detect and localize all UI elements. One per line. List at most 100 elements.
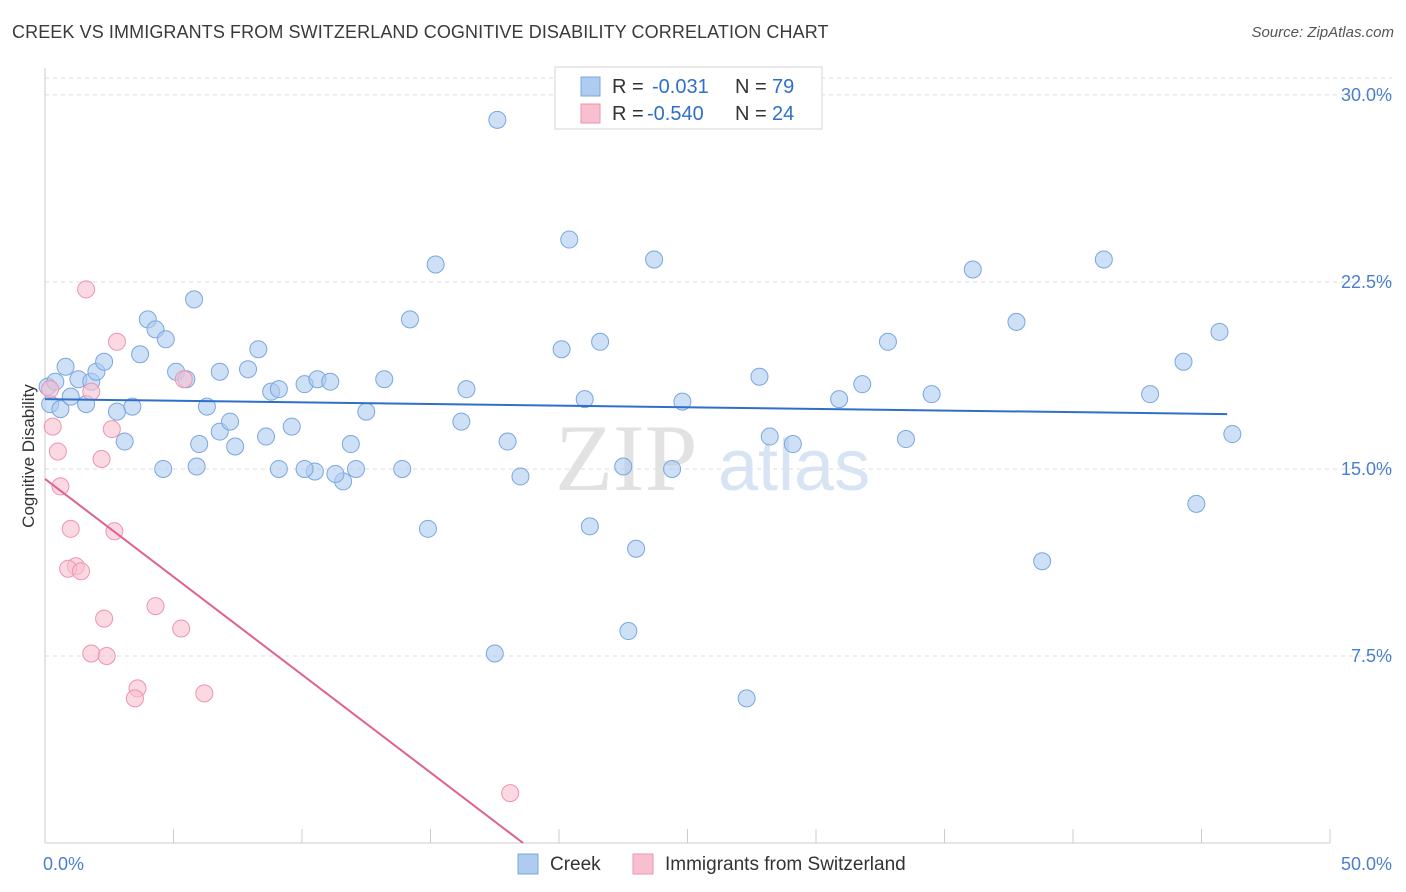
swiss-point: [82, 644, 101, 663]
creek-point: [197, 397, 216, 416]
creek-point: [1187, 494, 1206, 513]
creek-point: [321, 372, 340, 391]
swiss-point: [102, 420, 121, 439]
y-axis-label: Cognitive Disability: [19, 384, 38, 528]
swiss-point: [71, 562, 90, 581]
creek-point: [341, 435, 360, 454]
swiss-points: [41, 280, 520, 803]
creek-point: [210, 362, 229, 381]
creek-point: [61, 387, 80, 406]
creek-point: [853, 375, 872, 394]
creek-point: [591, 332, 610, 351]
swiss-n-label: N =: [735, 103, 767, 125]
swiss-point: [501, 784, 520, 803]
creek-point: [750, 367, 769, 386]
creek-point: [393, 459, 412, 478]
creek-point: [400, 310, 419, 329]
creek-r-label: R =: [612, 76, 644, 98]
creek-point: [1094, 250, 1113, 269]
creek-point: [295, 459, 314, 478]
creek-point: [580, 517, 599, 536]
y-tick-labels: 7.5% 15.0% 22.5% 30.0%: [1341, 85, 1392, 666]
swiss-r-value: -0.540: [647, 103, 704, 125]
swiss-point: [82, 382, 101, 401]
creek-point: [156, 330, 175, 349]
creek-point: [452, 412, 471, 431]
watermark: ZIP atlas: [555, 405, 870, 511]
swiss-point: [195, 684, 214, 703]
swiss-point: [48, 442, 67, 461]
creek-point: [326, 464, 345, 483]
y-tick-label: 30.0%: [1341, 85, 1392, 105]
creek-point: [115, 432, 134, 451]
creek-point: [488, 110, 507, 129]
creek-point: [485, 644, 504, 663]
swiss-point: [97, 646, 116, 665]
legend-creek-label: Creek: [550, 854, 601, 875]
creek-point: [226, 437, 245, 456]
trend-lines: [44, 398, 1228, 844]
y-tick-label: 7.5%: [1351, 646, 1392, 666]
creek-point: [346, 459, 365, 478]
swiss-point: [125, 689, 144, 708]
creek-point: [575, 390, 594, 409]
creek-point: [1141, 385, 1160, 404]
creek-point: [269, 459, 288, 478]
creek-point: [737, 689, 756, 708]
swiss-point: [43, 417, 62, 436]
creek-point: [131, 345, 150, 364]
y-tick-label: 22.5%: [1341, 272, 1392, 292]
creek-point: [56, 357, 75, 376]
x-tick-label: 0.0%: [43, 854, 84, 874]
creek-point: [511, 467, 530, 486]
creek-swatch: [580, 76, 601, 97]
swiss-point: [51, 477, 70, 496]
creek-point: [878, 332, 897, 351]
creek-point: [673, 392, 692, 411]
creek-trend-line: [44, 398, 1228, 416]
creek-point: [221, 412, 240, 431]
creek-point: [426, 255, 445, 274]
swiss-point: [92, 449, 111, 468]
swiss-point: [95, 609, 114, 628]
creek-point: [896, 430, 915, 449]
creek-r-value: -0.031: [652, 76, 709, 98]
creek-point: [418, 519, 437, 538]
creek-point: [1223, 425, 1242, 444]
y-tick-label: 15.0%: [1341, 459, 1392, 479]
creek-point: [190, 435, 209, 454]
creek-point: [645, 250, 664, 269]
swiss-point: [172, 619, 191, 638]
creek-point: [257, 427, 276, 446]
creek-point: [282, 417, 301, 436]
creek-point: [185, 290, 204, 309]
creek-n-value: 79: [772, 76, 794, 98]
source-label: Source: ZipAtlas.com: [1251, 24, 1394, 41]
swiss-point: [174, 370, 193, 389]
creek-point: [269, 380, 288, 399]
creek-point: [357, 402, 376, 421]
creek-point: [560, 230, 579, 249]
creek-points: [38, 110, 1242, 708]
creek-point: [107, 402, 126, 421]
creek-point: [963, 260, 982, 279]
creek-point: [619, 622, 638, 641]
creek-point: [457, 380, 476, 399]
swiss-point: [146, 597, 165, 616]
creek-point: [760, 427, 779, 446]
creek-point: [627, 539, 646, 558]
creek-point: [783, 435, 802, 454]
legend-swiss-swatch: [632, 853, 654, 875]
legend-creek-swatch: [517, 853, 539, 875]
creek-point: [1174, 352, 1193, 371]
series-legend: Creek Immigrants from Switzerland: [517, 853, 906, 875]
stats-legend: R = -0.031 N = 79 R = -0.540 N = 24: [554, 66, 823, 130]
swiss-point: [41, 380, 60, 399]
creek-point: [249, 340, 268, 359]
creek-point: [498, 432, 517, 451]
creek-point: [1210, 322, 1229, 341]
x-tick-labels: 0.0% 50.0%: [43, 854, 1392, 874]
swiss-r-label: R =: [612, 103, 644, 125]
creek-point: [95, 352, 114, 371]
